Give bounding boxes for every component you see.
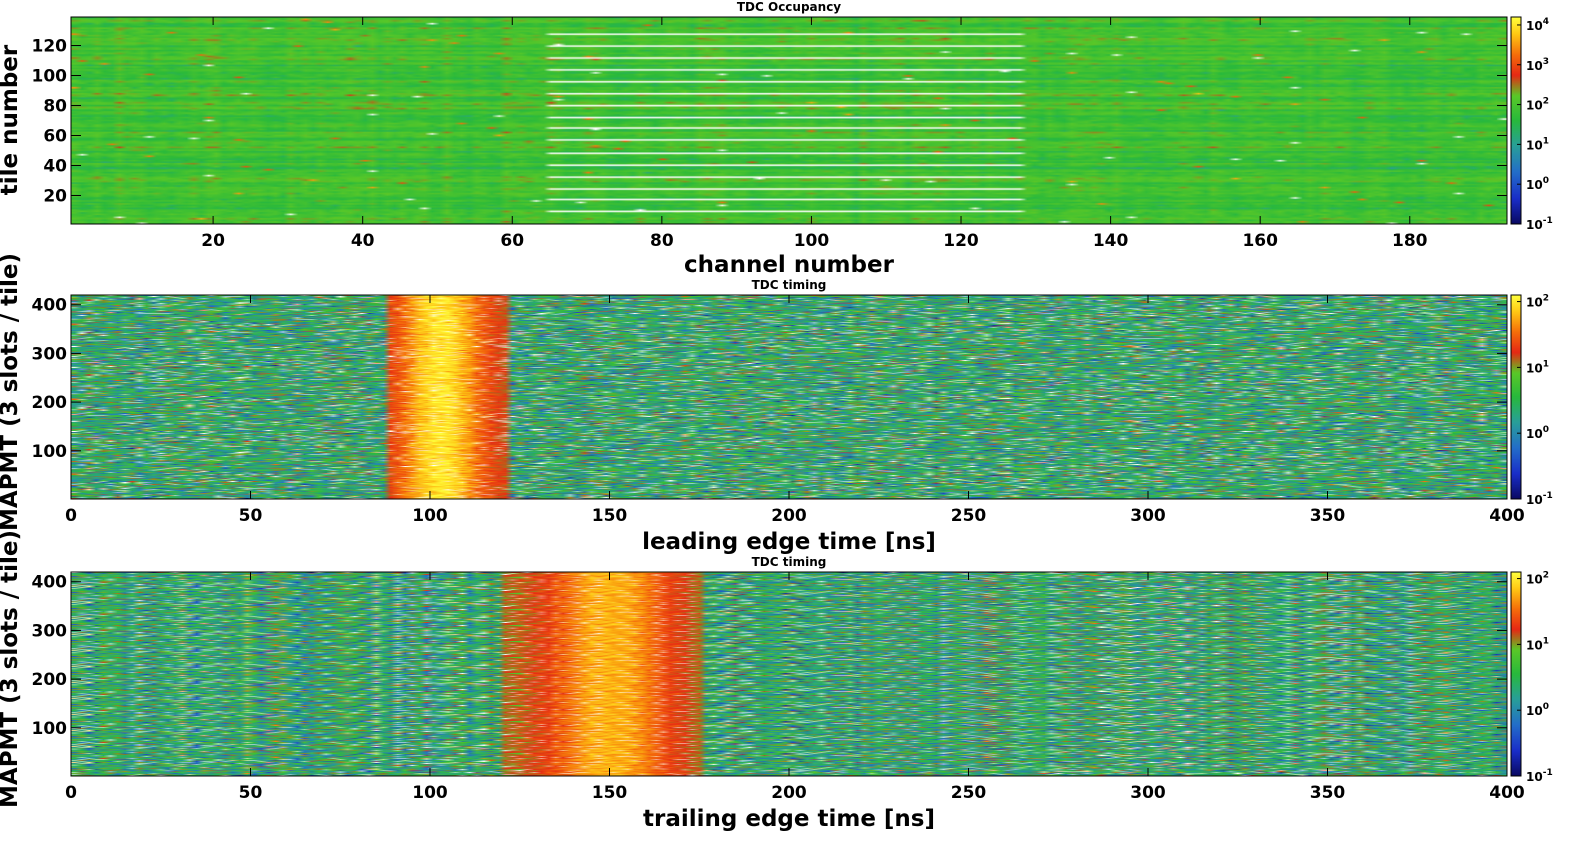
colorbar-tick-label: 101 [1526, 136, 1549, 152]
x-tick-label: 200 [771, 783, 807, 803]
y-tick-label: 200 [32, 393, 68, 413]
x-tick-label: 200 [771, 506, 807, 526]
x-tick-label: 400 [1489, 783, 1525, 803]
occupancy-heatmap [71, 17, 1507, 224]
leading-timing-ylabel: MAPMT (3 slots / tile) [0, 253, 23, 531]
y-tick-label: 100 [32, 67, 68, 87]
occupancy-ylabel: tile number [0, 44, 23, 195]
colorbar-tick-label: 10-1 [1526, 216, 1553, 232]
occupancy-plot-frame [70, 16, 1508, 225]
occupancy-colorbar-frame [1510, 16, 1522, 225]
leading-timing-colorbar [1511, 295, 1521, 499]
y-tick-label: 300 [32, 621, 68, 641]
colorbar-tick-label: 100 [1526, 702, 1549, 718]
x-tick-label: 100 [794, 231, 830, 251]
leading-timing-colorbar-frame [1510, 294, 1522, 500]
occupancy-ticks: 20 40 60 80 100 120 140 160 180 20 40 60 80 100 120 [32, 17, 1507, 251]
x-tick-label: 250 [951, 783, 987, 803]
trailing-timing-xlabel: trailing edge time [ns] [643, 806, 935, 832]
occupancy-xlabel: channel number [684, 252, 895, 278]
leading-timing-xlabel: leading edge time [ns] [642, 529, 936, 555]
y-tick-label: 20 [43, 187, 67, 207]
colorbar-tick-label: 103 [1526, 57, 1549, 73]
x-tick-label: 80 [650, 231, 674, 251]
x-tick-label: 300 [1130, 506, 1166, 526]
y-tick-label: 80 [43, 97, 67, 117]
colorbar-tick-label: 10-1 [1526, 491, 1553, 507]
x-tick-label: 50 [239, 506, 263, 526]
leading-timing-heatmap [71, 295, 1507, 499]
y-tick-label: 100 [32, 719, 68, 739]
x-tick-label: 120 [943, 231, 979, 251]
y-tick-label: 120 [32, 37, 68, 57]
x-tick-label: 150 [592, 506, 628, 526]
occupancy-title: TDC Occupancy [737, 0, 841, 14]
x-tick-label: 60 [500, 231, 524, 251]
x-tick-label: 100 [412, 506, 448, 526]
y-tick-label: 400 [32, 296, 68, 316]
trailing-timing-panel: TDC timing 0 50 100 150 200 250 300 350 400 100 20… [0, 530, 1553, 832]
x-tick-label: 350 [1310, 506, 1346, 526]
y-tick-label: 100 [32, 442, 68, 462]
x-tick-label: 160 [1242, 231, 1278, 251]
colorbar-tick-label: 100 [1526, 425, 1549, 441]
x-tick-label: 50 [239, 783, 263, 803]
colorbar-tick-label: 102 [1526, 571, 1549, 587]
x-tick-label: 40 [351, 231, 375, 251]
x-tick-label: 140 [1093, 231, 1129, 251]
x-tick-label: 150 [592, 783, 628, 803]
colorbar-tick-label: 102 [1526, 294, 1549, 310]
occupancy-panel: TDC Occupancy 20 40 60 80 100 120 140 160 180 20 4… [0, 0, 1553, 278]
trailing-timing-colorbar [1511, 572, 1521, 776]
x-tick-label: 300 [1130, 783, 1166, 803]
trailing-timing-title: TDC timing [752, 555, 827, 569]
x-tick-label: 250 [951, 506, 987, 526]
leading-timing-title: TDC timing [752, 278, 827, 292]
colorbar-tick-label: 10-1 [1526, 768, 1553, 784]
x-tick-label: 180 [1392, 231, 1428, 251]
x-tick-label: 350 [1310, 783, 1346, 803]
x-tick-label: 100 [412, 783, 448, 803]
trailing-timing-heatmap [71, 572, 1507, 776]
y-tick-label: 300 [32, 344, 68, 364]
x-tick-label: 0 [65, 506, 77, 526]
colorbar-tick-label: 102 [1526, 97, 1549, 113]
trailing-timing-ticks: 0 50 100 150 200 250 300 350 400 100 200 300 400 [32, 572, 1525, 803]
y-tick-label: 40 [43, 157, 67, 177]
leading-timing-ticks: 0 50 100 150 200 250 300 350 400 100 200 300 400 [32, 295, 1525, 526]
x-tick-label: 0 [65, 783, 77, 803]
y-tick-label: 60 [43, 127, 67, 147]
x-tick-label: 400 [1489, 506, 1525, 526]
colorbar-tick-label: 104 [1526, 17, 1549, 33]
leading-timing-colorbar-ticks: 102 101 100 10-1 [1517, 294, 1553, 507]
x-tick-label: 20 [201, 231, 225, 251]
colorbar-tick-label: 100 [1526, 176, 1549, 192]
colorbar-tick-label: 101 [1526, 636, 1549, 652]
colorbar-tick-label: 101 [1526, 359, 1549, 375]
occupancy-colorbar-ticks: 104 103 102 101 100 10-1 [1517, 17, 1553, 232]
trailing-timing-ylabel: MAPMT (3 slots / tile) [0, 530, 23, 808]
y-tick-label: 200 [32, 670, 68, 690]
occupancy-colorbar [1511, 17, 1521, 224]
trailing-timing-colorbar-frame [1510, 571, 1522, 777]
leading-timing-panel: TDC timing 0 50 100 150 200 250 300 350 400 100 20… [0, 253, 1553, 555]
y-tick-label: 400 [32, 573, 68, 593]
trailing-timing-colorbar-ticks: 102 101 100 10-1 [1517, 571, 1553, 784]
